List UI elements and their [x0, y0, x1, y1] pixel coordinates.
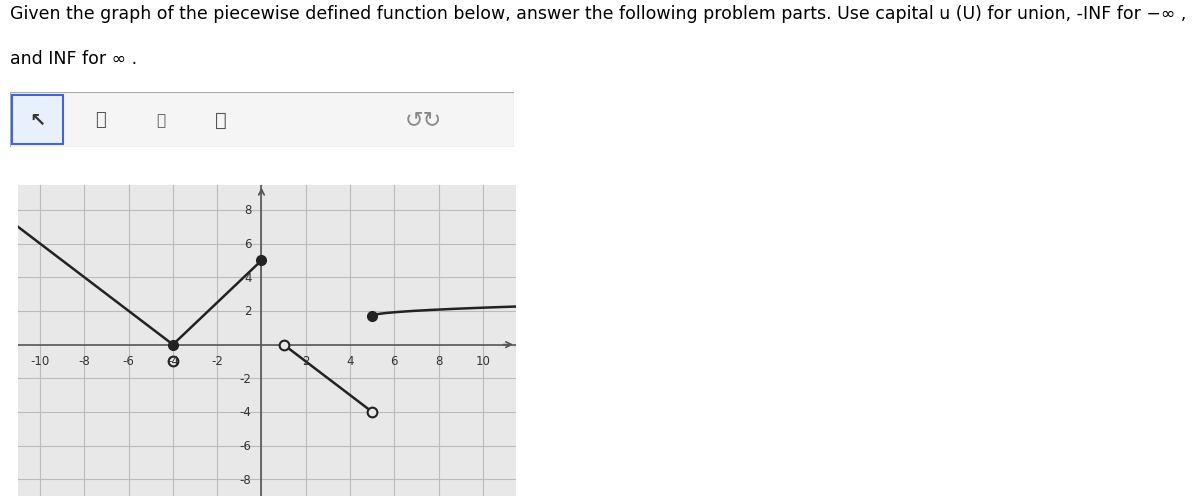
- Bar: [12, 95, 62, 145]
- Text: 6: 6: [390, 354, 398, 367]
- Text: 🔍: 🔍: [95, 111, 106, 129]
- Text: 2: 2: [244, 305, 252, 318]
- Text: 🔍: 🔍: [156, 113, 166, 128]
- Text: 8: 8: [434, 354, 443, 367]
- Text: -4: -4: [240, 405, 252, 418]
- Text: -6: -6: [240, 439, 252, 452]
- Text: 2: 2: [302, 354, 310, 367]
- Text: ↺↻: ↺↻: [404, 110, 442, 130]
- Text: -8: -8: [240, 473, 252, 485]
- Text: -4: -4: [167, 354, 179, 367]
- Text: ↖: ↖: [29, 111, 46, 130]
- Text: Given the graph of the piecewise defined function below, answer the following pr: Given the graph of the piecewise defined…: [10, 5, 1186, 23]
- Text: and INF for ∞ .: and INF for ∞ .: [10, 50, 137, 68]
- Text: -8: -8: [78, 354, 90, 367]
- Text: -2: -2: [240, 372, 252, 385]
- Text: 8: 8: [244, 204, 252, 217]
- Text: -6: -6: [122, 354, 134, 367]
- Text: ⤢: ⤢: [216, 111, 227, 130]
- Text: 10: 10: [475, 354, 491, 367]
- Text: 4: 4: [347, 354, 354, 367]
- Text: 6: 6: [244, 237, 252, 250]
- Text: 4: 4: [244, 271, 252, 284]
- Text: -2: -2: [211, 354, 223, 367]
- Text: -10: -10: [30, 354, 49, 367]
